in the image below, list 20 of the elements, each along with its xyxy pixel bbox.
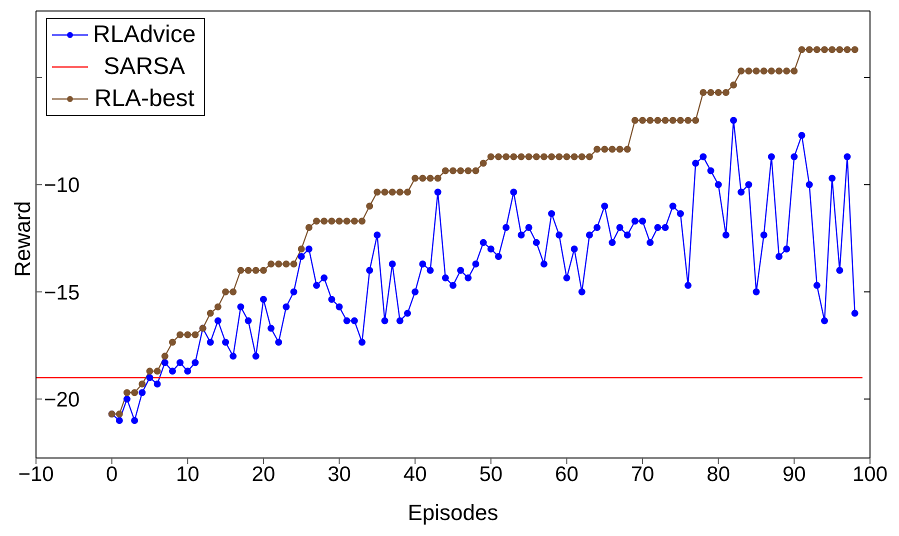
legend-label: RLA-best xyxy=(93,85,196,113)
y-tick-label: −15 xyxy=(44,281,80,304)
y-tick-label: −10 xyxy=(44,174,80,198)
x-tick-label: 10 xyxy=(176,462,200,486)
x-tick-label: −10 xyxy=(18,462,54,486)
x-tick-label: 60 xyxy=(555,462,578,486)
x-tick-label: 30 xyxy=(328,462,351,486)
legend-label: SARSA xyxy=(102,53,186,81)
y-axis-title: Reward xyxy=(10,201,35,277)
x-tick-label: 80 xyxy=(706,462,730,486)
x-tick-label: 100 xyxy=(852,462,888,486)
x-tick-label: 90 xyxy=(782,462,806,486)
x-tick-label: 50 xyxy=(479,462,503,486)
x-tick-label: 40 xyxy=(403,462,427,486)
x-tick-label: 70 xyxy=(630,462,654,486)
x-tick-label: 20 xyxy=(252,462,276,486)
y-tick-label: −20 xyxy=(44,388,80,412)
x-tick-label: 0 xyxy=(106,462,118,486)
x-axis-title: Episodes xyxy=(408,500,498,525)
legend-label: RLAdvice xyxy=(93,21,196,49)
